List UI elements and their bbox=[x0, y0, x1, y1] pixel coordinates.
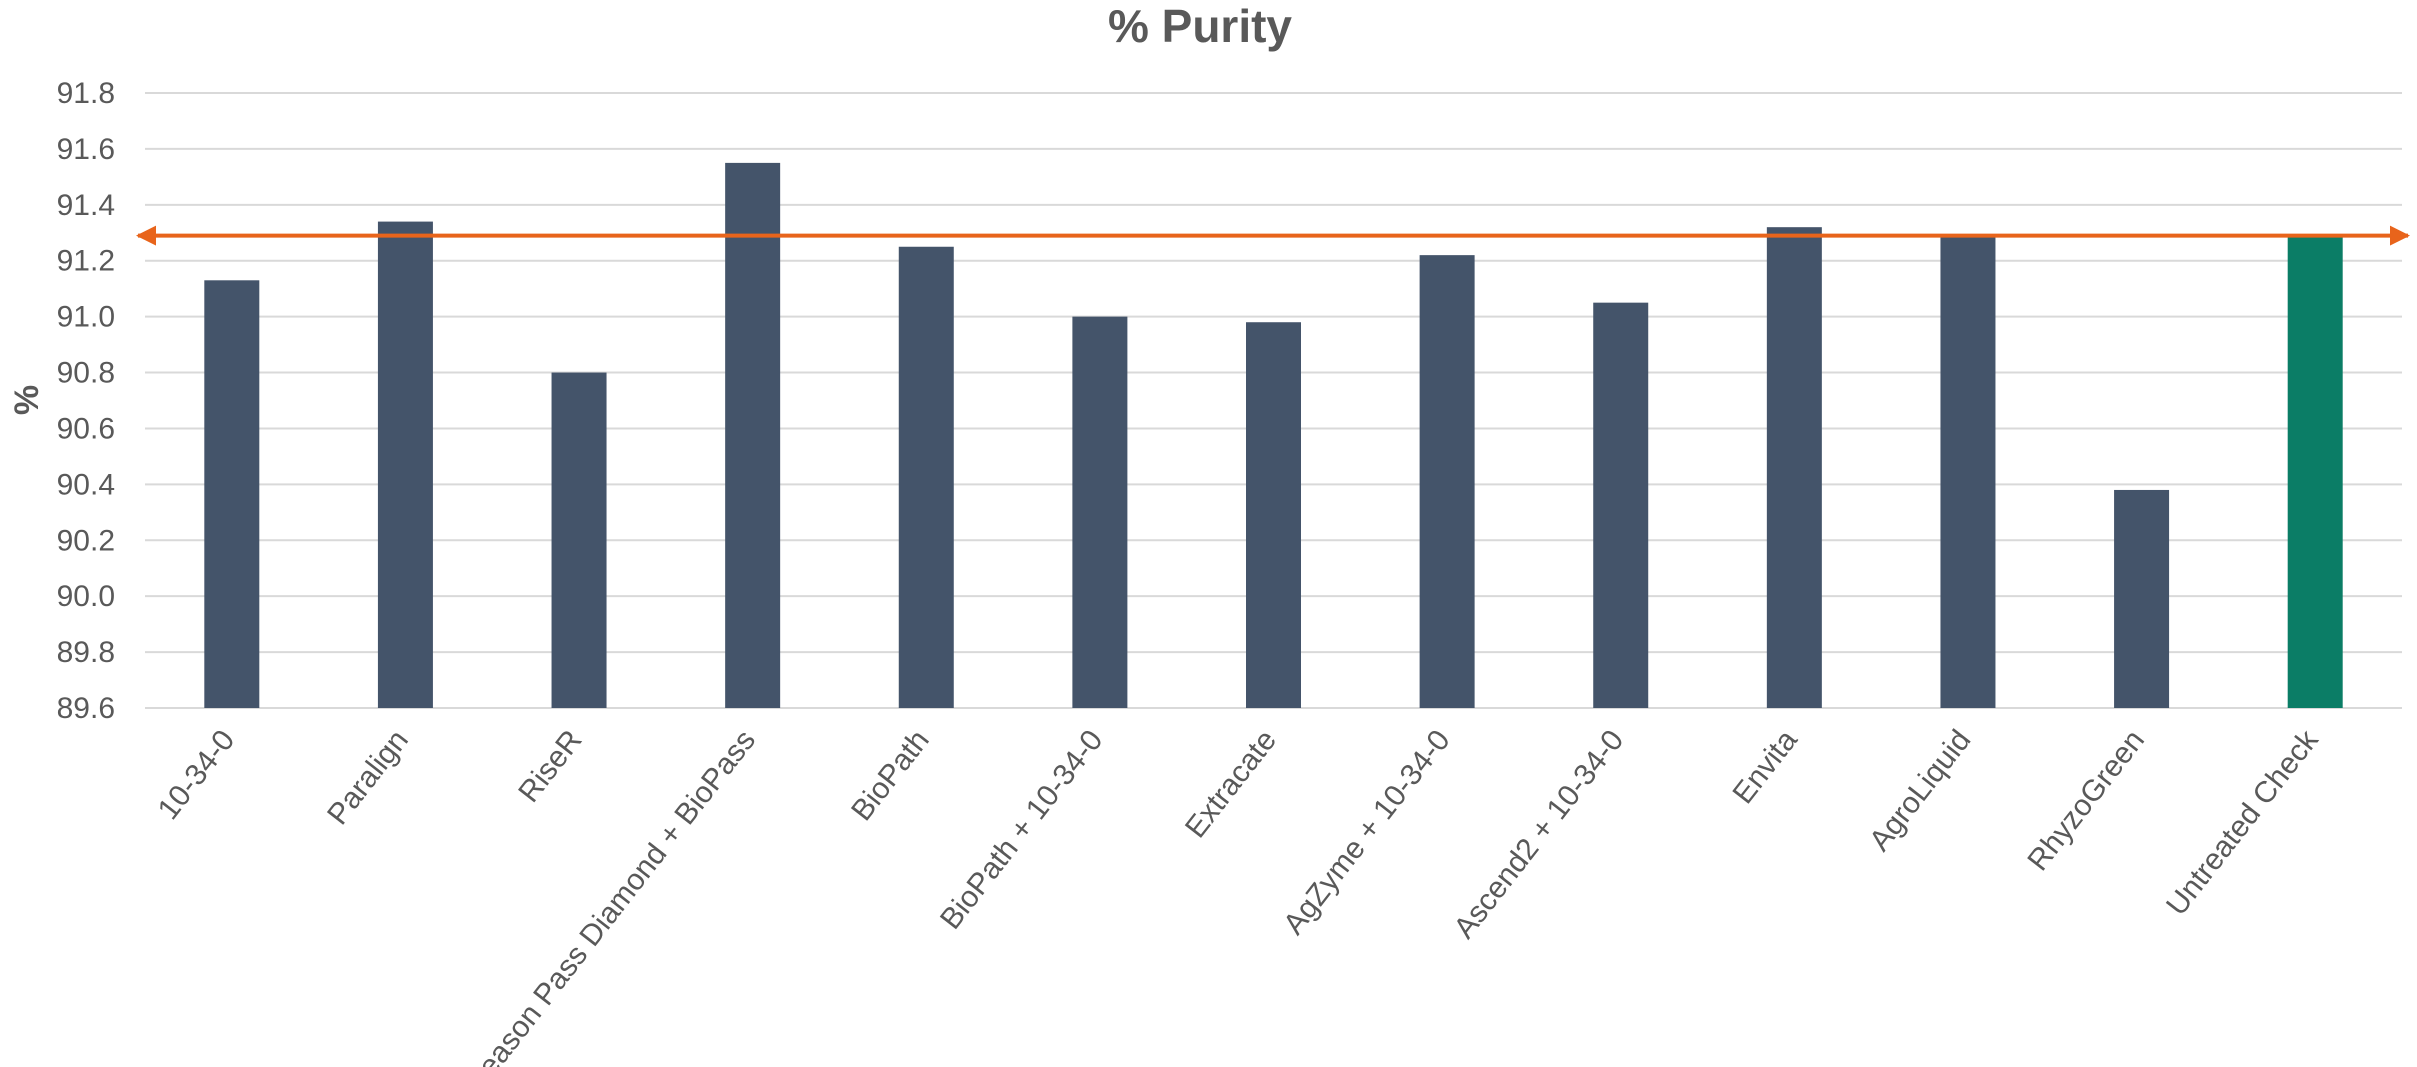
bar bbox=[2287, 235, 2343, 708]
bar bbox=[1940, 235, 1996, 708]
x-category-label: Season Pass Diamond + BioPass bbox=[459, 724, 762, 1067]
x-category-label: 10-34-0 bbox=[152, 724, 242, 826]
y-tick-label: 90.0 bbox=[57, 580, 115, 613]
y-tick-label: 91.8 bbox=[57, 77, 115, 110]
y-tick-label: 91.4 bbox=[57, 189, 115, 222]
bar bbox=[1072, 316, 1128, 708]
x-category-label: BioPath + 10-34-0 bbox=[934, 724, 1109, 936]
bar bbox=[1419, 255, 1475, 709]
y-tick-label: 89.8 bbox=[57, 636, 115, 669]
y-axis-ticks: 89.6 89.8 90.0 90.2 90.4 90.6 90.8 91.0 91.2 91.4… bbox=[57, 77, 115, 725]
bar bbox=[1246, 322, 1301, 708]
bar bbox=[898, 246, 954, 708]
x-category-label: BioPath bbox=[845, 724, 936, 827]
y-tick-label: 89.6 bbox=[57, 692, 115, 725]
x-category-label: RiseR bbox=[512, 724, 588, 809]
x-category-label: Paralign bbox=[321, 724, 415, 831]
bar bbox=[1593, 302, 1649, 708]
y-tick-label: 90.2 bbox=[57, 524, 115, 557]
y-tick-label: 91.2 bbox=[57, 245, 115, 278]
bars bbox=[204, 162, 2343, 709]
x-category-label: Envita bbox=[1727, 724, 1805, 810]
chart-title: % Purity bbox=[1108, 0, 1292, 52]
y-tick-label: 90.4 bbox=[57, 468, 115, 501]
x-category-label: AgZyme + 10-34-0 bbox=[1277, 724, 1456, 941]
x-category-label: AgroLiquid bbox=[1863, 724, 1977, 857]
y-axis-label: % bbox=[8, 385, 46, 415]
bar bbox=[551, 372, 607, 708]
y-tick-label: 90.6 bbox=[57, 412, 115, 445]
x-category-label: Ascend2 + 10-34-0 bbox=[1448, 724, 1631, 945]
bar bbox=[2114, 489, 2170, 708]
y-tick-label: 91.0 bbox=[57, 301, 115, 334]
y-tick-label: 91.6 bbox=[57, 133, 115, 166]
bar bbox=[377, 221, 433, 708]
y-tick-label: 90.8 bbox=[57, 357, 115, 390]
bar bbox=[1766, 227, 1822, 708]
x-category-label: Extracate bbox=[1179, 724, 1283, 844]
bar bbox=[204, 280, 260, 708]
x-category-label: Untreated Check bbox=[2160, 723, 2325, 921]
bar bbox=[725, 162, 781, 709]
x-category-label: RhyzoGreen bbox=[2021, 724, 2151, 877]
